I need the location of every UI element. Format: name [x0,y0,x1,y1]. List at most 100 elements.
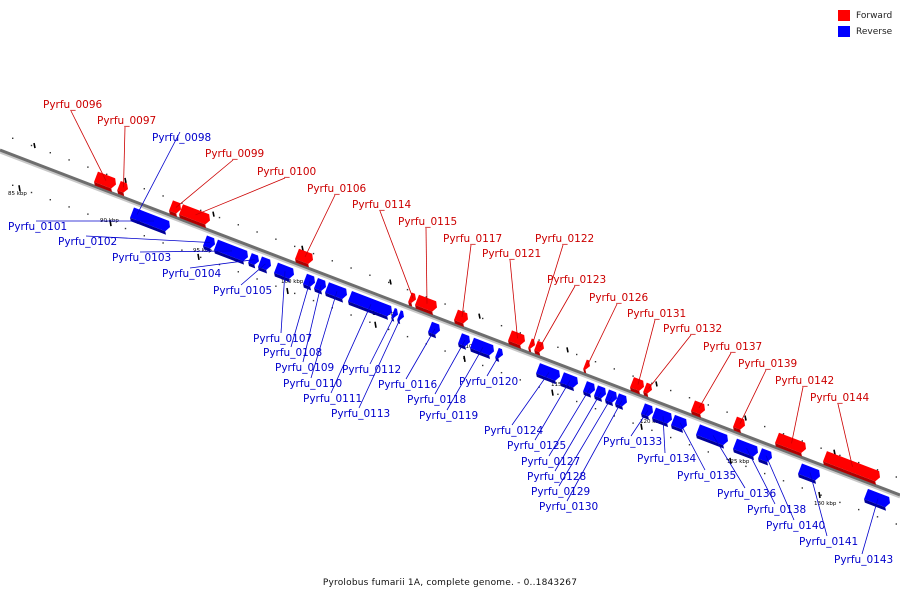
gene-box-face [583,381,595,395]
gene-label: Pyrfu_0113 [331,408,390,420]
gene-box [258,256,272,274]
gene-box-face [94,171,116,189]
scale-dot-lower [350,314,352,316]
leader-line [637,319,656,385]
leader-line [123,126,126,188]
scale-dot-upper [801,440,803,442]
gene-box [169,200,181,217]
scale-dot-lower [688,444,691,446]
scale-dot-lower [49,199,51,201]
scale-dot-lower [820,494,822,496]
gene-label: Pyrfu_0107 [253,333,312,345]
scale-dot-upper [613,368,615,370]
leader-line [739,369,767,424]
scale-dot-upper [557,346,559,348]
gene-box-shade [671,425,684,433]
gene-box-shade [295,258,310,268]
gene-box [94,171,116,193]
gene-box-face [248,253,260,265]
gene-box [203,235,215,252]
gene-label: Pyrfu_0124 [484,425,544,437]
scale-dot-lower [858,508,860,511]
gene-box [117,180,129,197]
gene-box-face [508,330,525,346]
legend-forward: Forward [838,8,900,23]
gene-box-shade [615,403,624,410]
scale-dot-lower [237,271,239,273]
scale-dot-lower [218,263,221,266]
gene-box [583,359,590,374]
major-tick-upper [478,313,481,319]
leader-line [175,159,234,208]
gene-box-face [536,363,561,381]
gene-box-face [117,180,129,193]
leader-line [405,328,436,380]
scale-dot-lower [312,299,315,302]
gene-box [798,463,820,484]
gene-label: Pyrfu_0125 [507,440,566,452]
gene-box-face [397,310,404,321]
scale-dot-upper [181,202,183,204]
scale-dot-upper [388,281,390,284]
scale-dot-lower [632,422,634,424]
scale-dot-lower [895,523,897,525]
scale-dot-lower [294,292,296,295]
gene-box [325,282,347,303]
leader-line [587,303,618,366]
ruler-label: 85 kbp [8,191,27,197]
gene-label: Pyrfu_0144 [810,392,870,404]
scale-dot-lower [406,335,409,338]
leader-line [558,396,613,487]
gene-box [641,403,653,420]
scale-dot-upper [12,137,14,139]
scale-dot-lower [482,364,484,367]
leader-line [511,372,550,426]
scale-dot-lower [745,465,747,468]
gene-label: Pyrfu_0097 [97,115,156,127]
leader-line [837,403,853,467]
scale-dot-lower [613,415,615,417]
scale-dot-upper [68,159,70,161]
scale-dot-upper [726,411,728,413]
scale-dot-upper [369,274,371,276]
gene-label: Pyrfu_0115 [398,216,457,228]
gene-label: Pyrfu_0142 [775,375,834,387]
gene-leader-lines [35,110,879,555]
gene-box-face [652,407,673,424]
leader-line [369,313,396,365]
scale-dot-upper [406,288,409,291]
major-tick-upper [212,211,215,217]
gene-box-face [495,347,504,359]
leader-line [240,263,266,286]
gene-box-face [415,294,437,312]
gene-box [652,407,673,428]
gene-box-face [214,239,248,262]
scale-dot-upper [463,310,465,312]
leader-line [304,194,336,258]
scale-dot-upper [49,152,51,154]
scale-dot-lower [200,256,202,259]
scale-dot-lower [369,321,371,323]
gene-box-face [696,424,728,446]
scale-dot-lower [124,227,127,230]
major-tick-upper [833,449,836,455]
leader-line [861,498,879,555]
scale-dot-lower [30,191,33,194]
gene-box-shade [823,461,877,485]
gene-box-face [408,292,417,304]
gene-box [864,488,891,511]
scale-dot-upper [538,339,540,341]
gene-box [643,382,653,398]
gene-box [428,321,440,339]
forward-swatch [838,10,850,21]
gene-label: Pyrfu_0104 [162,268,222,280]
gene-box [758,448,773,466]
scale-dot-lower [557,393,559,395]
scale-dot-upper [876,469,879,471]
genome-caption: Pyrolobus fumarii 1A, complete genome. -… [322,578,578,588]
scale-dot-upper [839,454,841,457]
scale-dot-upper [237,224,239,226]
leader-line [679,422,706,471]
gene-box-shade [203,245,212,252]
gene-label: Pyrfu_0100 [257,166,316,178]
